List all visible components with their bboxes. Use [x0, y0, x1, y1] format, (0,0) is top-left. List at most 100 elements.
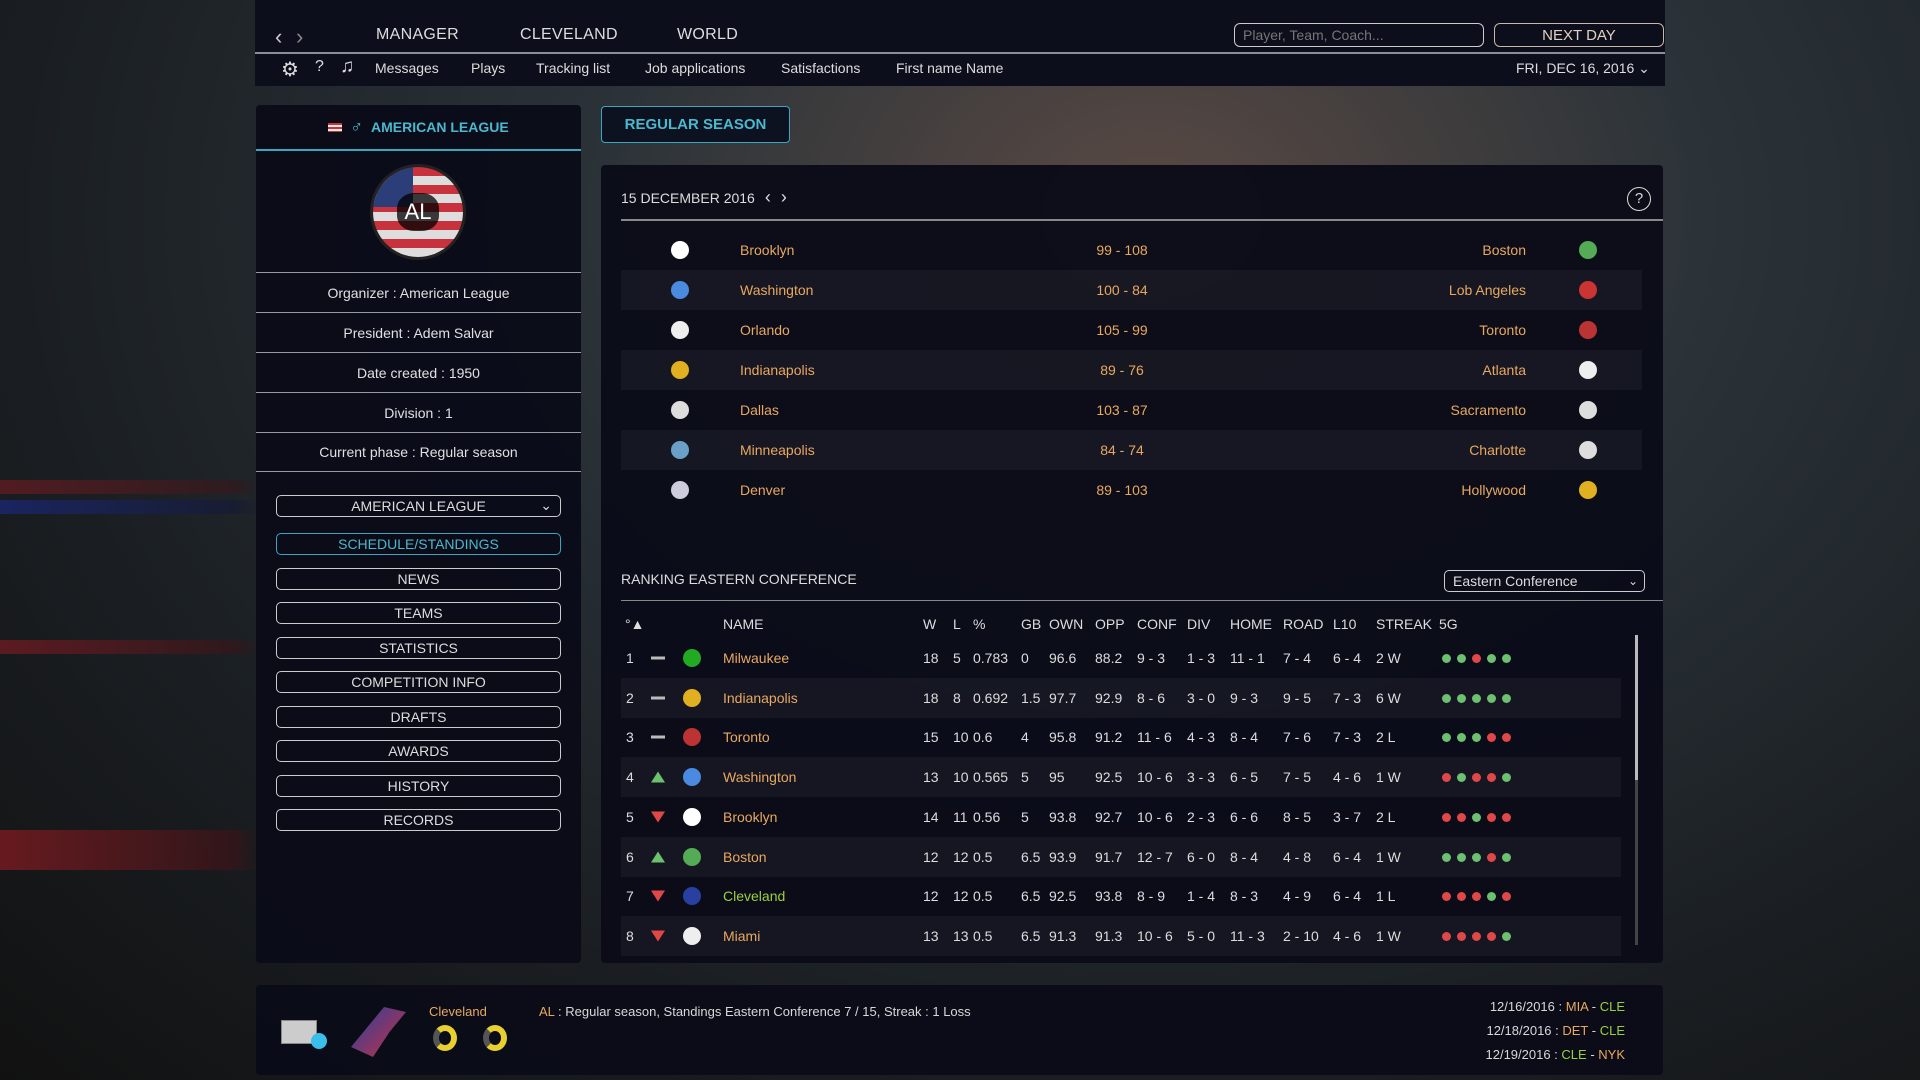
divider	[621, 600, 1663, 601]
help-icon[interactable]: ?	[1627, 187, 1651, 211]
col-header-conf[interactable]: CONF	[1137, 616, 1177, 632]
col-header-name[interactable]: NAME	[723, 616, 764, 632]
game-row[interactable]: Indianapolis 89 - 76 Atlanta	[621, 350, 1642, 390]
tab-cleveland[interactable]: CLEVELAND	[520, 26, 618, 43]
menu-teams[interactable]: TEAMS	[276, 602, 561, 624]
tab-world[interactable]: WORLD	[677, 26, 739, 43]
footer-team-name[interactable]: Cleveland	[429, 1004, 487, 1019]
home-team[interactable]: Dallas	[740, 402, 779, 418]
team-name[interactable]: Cleveland	[723, 888, 786, 905]
menu-statistics[interactable]: STATISTICS	[276, 636, 561, 659]
team-name[interactable]: Indianapolis	[723, 689, 798, 706]
forward-arrow-icon[interactable]: ›	[296, 24, 304, 49]
menu-news[interactable]: NEWS	[276, 567, 561, 590]
current-date[interactable]: FRI, DEC 16, 2016 ⌄	[1516, 60, 1650, 77]
home-team[interactable]: Washington	[740, 282, 814, 298]
menu-drafts[interactable]: DRAFTS	[276, 705, 561, 728]
game-row[interactable]: Brooklyn 99 - 108 Boston	[621, 230, 1642, 270]
col-header-l10[interactable]: L10	[1333, 616, 1357, 632]
col-header-l[interactable]: L	[953, 616, 961, 632]
game-row[interactable]: Orlando 105 - 99 Toronto	[621, 310, 1642, 350]
menu-satisfactions[interactable]: Satisfactions	[781, 60, 861, 76]
away-team[interactable]: Boston	[1482, 242, 1526, 258]
table-row[interactable]: 5 Brooklyn 14 11 0.56 5 93.8 92.7 10 - 6 2 - 3 6 -…	[621, 797, 1621, 837]
team-name[interactable]: Brooklyn	[723, 808, 778, 825]
col-header-road[interactable]: ROAD	[1283, 616, 1324, 632]
footer-message[interactable]: AL : Regular season, Standings Eastern C…	[539, 1004, 971, 1019]
table-row[interactable]: 3 Toronto 15 10 0.6 4 95.8 91.2 11 - 6 4 - 3 8 - 4…	[621, 717, 1621, 757]
home-team[interactable]: Orlando	[740, 322, 790, 338]
next-day-icon[interactable]: ›	[780, 187, 787, 207]
away-team[interactable]: Sacramento	[1450, 402, 1526, 418]
match-team-b: NYK	[1598, 1047, 1625, 1062]
stat-gb: 6.5	[1021, 927, 1041, 944]
team-name[interactable]: Miami	[723, 927, 761, 944]
gear-icon[interactable]: ⚙	[281, 59, 299, 81]
table-row[interactable]: 2 Indianapolis 18 8 0.692 1.5 97.7 92.9 8 - 6 3 -…	[621, 677, 1621, 718]
col-header-div[interactable]: DIV	[1187, 616, 1211, 632]
game-row[interactable]: Denver 89 - 103 Hollywood	[621, 470, 1642, 510]
game-row[interactable]: Dallas 103 - 87 Sacramento	[621, 390, 1642, 430]
menu-records[interactable]: RECORDS	[276, 809, 561, 831]
col-header-opp[interactable]: OPP	[1095, 616, 1125, 632]
prev-day-icon[interactable]: ‹	[764, 187, 771, 207]
team-name[interactable]: Washington	[723, 769, 797, 786]
menu-competition-info[interactable]: COMPETITION INFO	[276, 671, 561, 693]
rank: 4	[626, 769, 634, 786]
menu-profile[interactable]: First name Name	[896, 60, 1004, 76]
menu-schedule-standings[interactable]: SCHEDULE/STANDINGS	[276, 533, 561, 555]
stat-div: 2 - 3	[1187, 808, 1216, 825]
col-header-streak[interactable]: STREAK	[1376, 616, 1433, 632]
match-separator: -	[1586, 1047, 1599, 1062]
match-separator: -	[1588, 1023, 1600, 1038]
game-row[interactable]: Minneapolis 84 - 74 Charlotte	[621, 430, 1642, 470]
music-icon[interactable]: ♫	[340, 56, 355, 77]
menu-history[interactable]: HISTORY	[276, 774, 561, 797]
away-team[interactable]: Toronto	[1479, 322, 1526, 338]
scrollbar-thumb[interactable]	[1635, 635, 1638, 780]
menu-plays[interactable]: Plays	[471, 60, 506, 76]
col-header-w[interactable]: W	[923, 616, 937, 632]
col-header-home[interactable]: HOME	[1230, 616, 1272, 632]
team-name[interactable]: Boston	[723, 848, 767, 865]
col-header-rank[interactable]: °▲	[625, 616, 645, 632]
upcoming-match[interactable]: 12/18/2016 : DET - CLE	[1486, 1023, 1625, 1038]
col-header-%[interactable]: %	[973, 616, 986, 632]
team-logo-minneapolis	[671, 441, 689, 459]
back-arrow-icon[interactable]: ‹	[275, 24, 283, 49]
table-row[interactable]: 4 Washington 13 10 0.565 5 95 92.5 10 - 6 3 - 3 6 …	[621, 757, 1621, 798]
next-day-button[interactable]: NEXT DAY	[1494, 23, 1664, 47]
team-name[interactable]: Toronto	[723, 729, 770, 746]
tab-manager[interactable]: MANAGER	[376, 26, 459, 43]
scrollbar[interactable]	[1635, 635, 1638, 945]
win-dot	[1502, 931, 1511, 941]
menu-messages[interactable]: Messages	[375, 60, 439, 76]
away-team[interactable]: Charlotte	[1469, 442, 1526, 458]
help-icon[interactable]: ?	[315, 58, 324, 75]
col-header-gb[interactable]: GB	[1021, 616, 1042, 632]
search-input[interactable]	[1234, 23, 1484, 47]
menu-tracking-list[interactable]: Tracking list	[536, 60, 611, 76]
away-team[interactable]: Atlanta	[1482, 362, 1526, 378]
home-team[interactable]: Brooklyn	[740, 242, 795, 258]
home-team[interactable]: Denver	[740, 482, 786, 498]
home-team[interactable]: Minneapolis	[740, 442, 815, 458]
menu-awards[interactable]: AWARDS	[276, 740, 561, 762]
regular-season-tab[interactable]: REGULAR SEASON	[601, 106, 790, 143]
away-team[interactable]: Lob Angeles	[1448, 282, 1526, 298]
upcoming-match[interactable]: 12/16/2016 : MIA - CLE	[1490, 999, 1625, 1014]
col-header-5g[interactable]: 5G	[1439, 616, 1458, 632]
league-select[interactable]: AMERICAN LEAGUE ⌄	[276, 495, 561, 517]
away-team[interactable]: Hollywood	[1461, 482, 1526, 498]
team-name[interactable]: Milwaukee	[723, 650, 790, 666]
table-row[interactable]: 1 Milwaukee 18 5 0.783 0 96.6 88.2 9 - 3 1 - 3 11 …	[621, 638, 1621, 678]
home-team[interactable]: Indianapolis	[740, 362, 815, 378]
col-header-own[interactable]: OWN	[1049, 616, 1084, 632]
conference-select[interactable]: Eastern Conference ⌄	[1444, 570, 1645, 592]
game-row[interactable]: Washington 100 - 84 Lob Angeles	[621, 270, 1642, 310]
upcoming-match[interactable]: 12/19/2016 : CLE - NYK	[1486, 1047, 1626, 1062]
menu-job-applications[interactable]: Job applications	[645, 60, 746, 76]
